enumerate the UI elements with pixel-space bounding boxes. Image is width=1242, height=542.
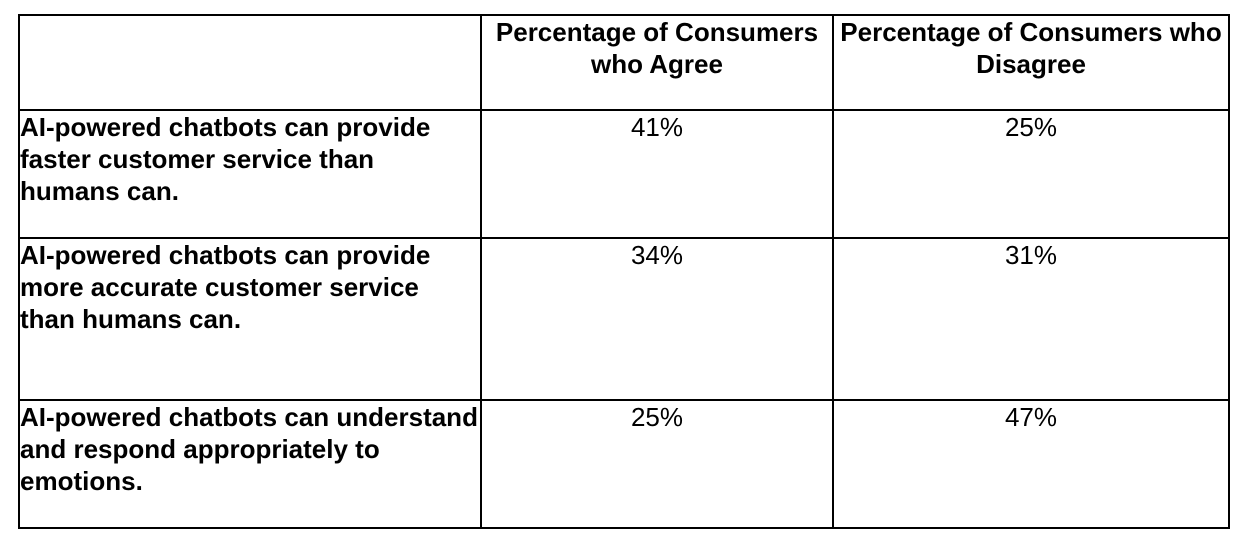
- disagree-value: 31%: [832, 237, 1230, 401]
- table-row: AI-powered chatbots can understand and r…: [18, 399, 1230, 529]
- header-agree: Percentage of Consumers who Agree: [480, 14, 834, 111]
- disagree-value: 25%: [832, 109, 1230, 239]
- agree-value: 34%: [480, 237, 834, 401]
- table-row: AI-powered chatbots can provide more acc…: [18, 237, 1230, 401]
- statement-cell: AI-powered chatbots can provide more acc…: [18, 237, 482, 401]
- table-row: AI-powered chatbots can provide faster c…: [18, 109, 1230, 239]
- agree-value: 41%: [480, 109, 834, 239]
- statement-cell: AI-powered chatbots can provide faster c…: [18, 109, 482, 239]
- header-blank-cell: [18, 14, 482, 111]
- header-disagree: Percentage of Consumers who Disagree: [832, 14, 1230, 111]
- disagree-value: 47%: [832, 399, 1230, 529]
- agree-value: 25%: [480, 399, 834, 529]
- statement-cell: AI-powered chatbots can understand and r…: [18, 399, 482, 529]
- header-row: Percentage of Consumers who Agree Percen…: [18, 14, 1230, 111]
- survey-table: Percentage of Consumers who Agree Percen…: [18, 14, 1230, 529]
